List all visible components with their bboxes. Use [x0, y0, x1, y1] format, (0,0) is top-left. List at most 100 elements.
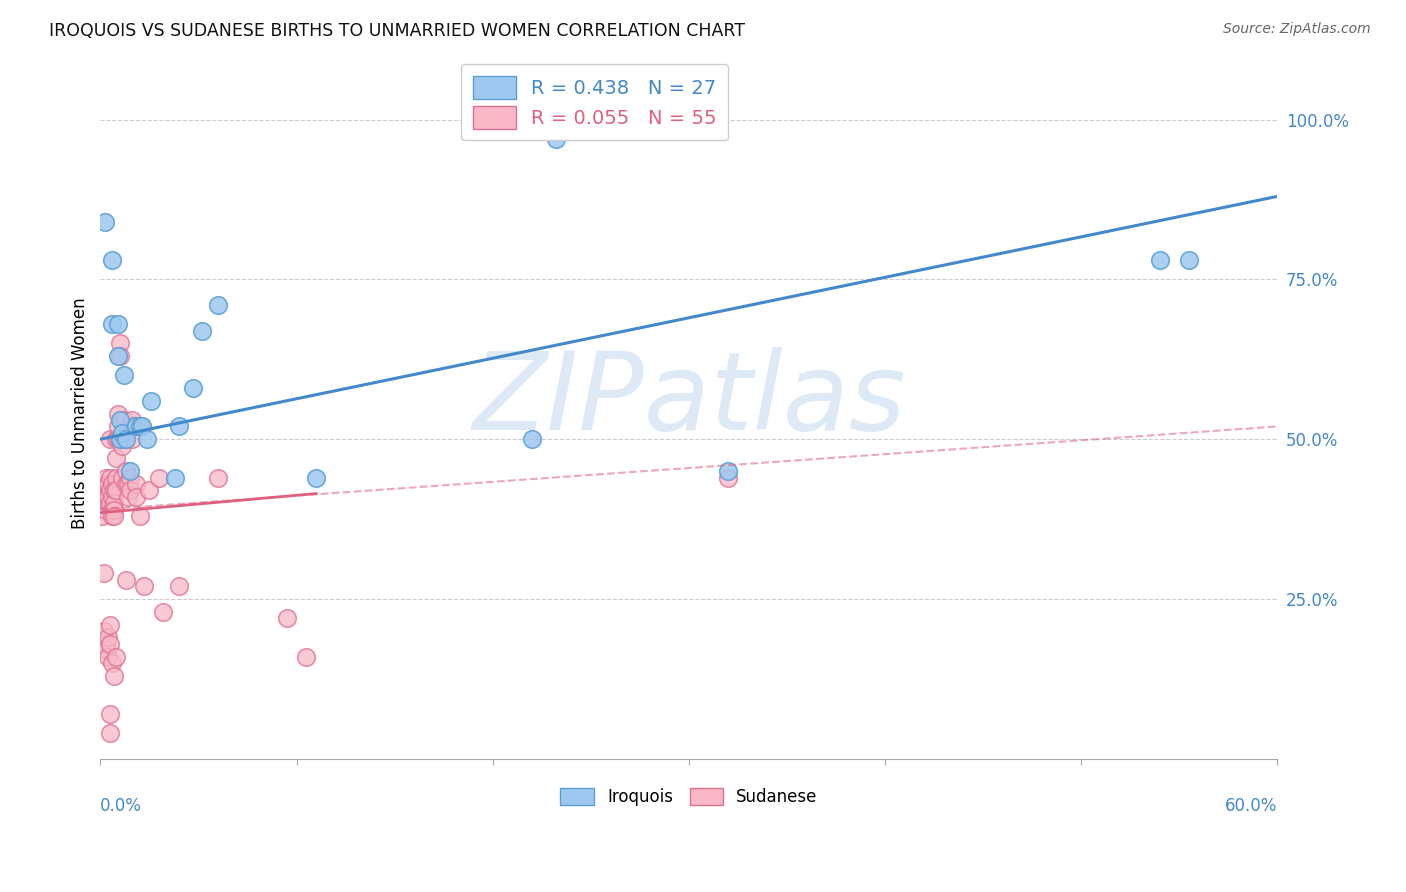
Point — [717, 464, 740, 478]
Point — [121, 432, 143, 446]
Y-axis label: Births to Unmarried Women: Births to Unmarried Women — [72, 298, 89, 530]
Point — [98, 496, 121, 510]
Point — [132, 579, 155, 593]
Point — [98, 432, 121, 446]
Point — [107, 407, 129, 421]
Point — [108, 432, 131, 446]
Point — [96, 490, 118, 504]
Point — [112, 368, 135, 383]
Point — [93, 477, 115, 491]
Point — [115, 477, 138, 491]
Point — [111, 470, 134, 484]
Point — [103, 496, 125, 510]
Legend: Iroquois, Sudanese: Iroquois, Sudanese — [554, 781, 824, 813]
Point — [115, 573, 138, 587]
Point — [96, 643, 118, 657]
Point — [117, 477, 139, 491]
Point — [101, 656, 124, 670]
Point — [103, 508, 125, 523]
Point — [118, 483, 141, 498]
Point — [105, 451, 128, 466]
Point — [107, 317, 129, 331]
Point — [93, 566, 115, 581]
Point — [167, 579, 190, 593]
Point — [152, 605, 174, 619]
Point — [115, 464, 138, 478]
Point — [107, 349, 129, 363]
Point — [101, 317, 124, 331]
Point — [207, 470, 229, 484]
Text: ZIPatlas: ZIPatlas — [472, 347, 905, 452]
Point — [97, 649, 120, 664]
Point — [128, 508, 150, 523]
Point — [108, 336, 131, 351]
Point — [207, 298, 229, 312]
Point — [105, 649, 128, 664]
Point — [93, 483, 115, 498]
Point — [103, 502, 125, 516]
Point — [136, 432, 159, 446]
Point — [117, 490, 139, 504]
Point — [121, 413, 143, 427]
Point — [94, 215, 117, 229]
Point — [305, 470, 328, 484]
Point — [167, 419, 190, 434]
Point — [97, 496, 120, 510]
Text: 60.0%: 60.0% — [1225, 797, 1278, 814]
Point — [122, 419, 145, 434]
Point — [105, 483, 128, 498]
Point — [98, 617, 121, 632]
Point — [96, 502, 118, 516]
Point — [101, 502, 124, 516]
Text: 0.0%: 0.0% — [100, 797, 142, 814]
Point — [520, 432, 543, 446]
Point — [105, 470, 128, 484]
Point — [101, 253, 124, 268]
Point — [112, 413, 135, 427]
Point — [141, 393, 163, 408]
Point — [276, 611, 298, 625]
Point — [98, 470, 121, 484]
Point — [97, 477, 120, 491]
Point — [91, 508, 114, 523]
Point — [1178, 253, 1201, 268]
Point — [101, 490, 124, 504]
Point — [112, 432, 135, 446]
Point — [93, 624, 115, 638]
Point — [108, 413, 131, 427]
Point — [98, 483, 121, 498]
Point — [97, 490, 120, 504]
Point — [1149, 253, 1171, 268]
Point — [96, 470, 118, 484]
Point — [98, 726, 121, 740]
Point — [107, 419, 129, 434]
Point — [107, 432, 129, 446]
Point — [101, 508, 124, 523]
Point — [108, 349, 131, 363]
Point — [103, 483, 125, 498]
Point — [105, 432, 128, 446]
Point — [181, 381, 204, 395]
Point — [717, 470, 740, 484]
Point — [163, 470, 186, 484]
Point — [111, 425, 134, 440]
Point — [97, 631, 120, 645]
Point — [101, 477, 124, 491]
Point — [295, 649, 318, 664]
Point — [124, 490, 146, 504]
Text: Source: ZipAtlas.com: Source: ZipAtlas.com — [1223, 22, 1371, 37]
Point — [128, 419, 150, 434]
Point — [544, 132, 567, 146]
Point — [103, 669, 125, 683]
Text: IROQUOIS VS SUDANESE BIRTHS TO UNMARRIED WOMEN CORRELATION CHART: IROQUOIS VS SUDANESE BIRTHS TO UNMARRIED… — [49, 22, 745, 40]
Point — [111, 439, 134, 453]
Point — [118, 464, 141, 478]
Point — [124, 419, 146, 434]
Point — [138, 483, 160, 498]
Point — [191, 324, 214, 338]
Point — [98, 637, 121, 651]
Point — [108, 432, 131, 446]
Point — [98, 706, 121, 721]
Point — [115, 432, 138, 446]
Point — [118, 470, 141, 484]
